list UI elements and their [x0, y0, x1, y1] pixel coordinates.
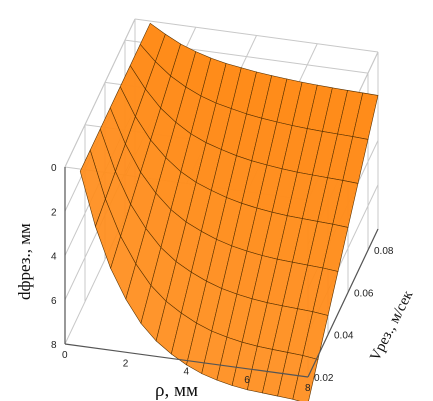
x-tick-label: 6: [244, 375, 250, 386]
surface-cell: [292, 355, 319, 401]
z-axis-line: [307, 228, 379, 378]
x-tick-label: 8: [305, 383, 311, 394]
surface-mesh: [79, 22, 379, 401]
x-axis-title: ρ, мм: [155, 380, 198, 401]
grid-line: [134, 18, 379, 53]
y-tick-label: 8: [51, 340, 57, 351]
z-tick-label: 0.02: [314, 373, 334, 384]
y-tick-label: 6: [51, 296, 57, 307]
y-tick-label: 4: [51, 252, 57, 263]
z-tick-label: 0.08: [374, 246, 394, 257]
y-tick-label: 0: [51, 163, 57, 174]
x-axis-line: [64, 343, 309, 378]
x-tick-label: 4: [184, 367, 190, 378]
x-tick-label: 0: [62, 350, 68, 361]
z-axis-title: Vрез., м/сек: [367, 287, 416, 363]
grid-line: [64, 18, 136, 168]
z-tick-label: 0.06: [354, 288, 374, 299]
axes: [64, 167, 379, 378]
x-tick-label: 2: [123, 358, 129, 369]
y-axis-title: dфрез., мм: [15, 223, 34, 300]
y-tick-label: 2: [51, 207, 57, 218]
z-tick-label: 0.04: [334, 331, 354, 342]
